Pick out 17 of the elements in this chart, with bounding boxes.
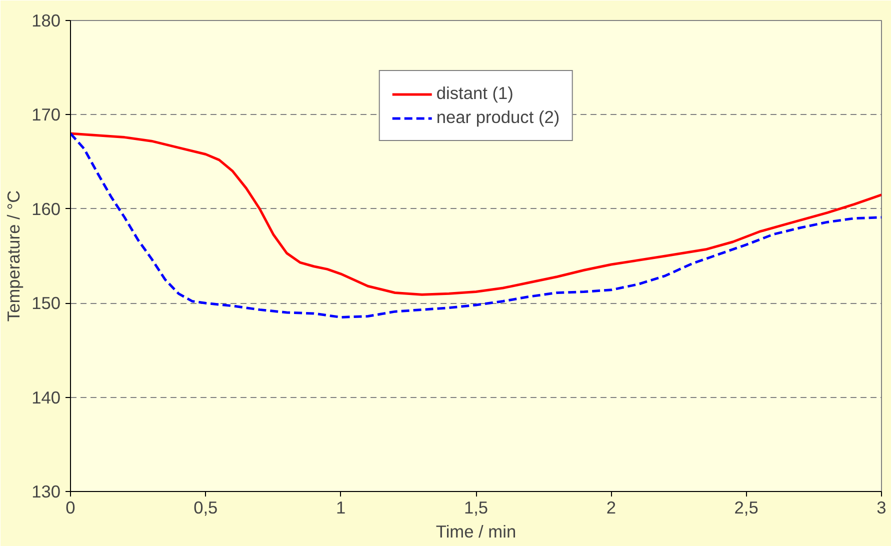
y-tick-label: 140 [32,387,61,408]
x-tick-label: 1 [336,498,346,518]
y-tick-label: 160 [32,198,61,219]
x-tick-label: 0 [66,498,76,518]
y-axis-title: Temperature / °C [4,190,24,322]
x-tick-label: 2 [606,498,616,518]
x-axis-title: Time / min [436,522,516,542]
x-tick-label: 1,5 [464,498,488,518]
y-tick-label: 170 [32,104,61,125]
legend-label: near product (2) [436,107,560,128]
y-tick-label: 130 [32,482,61,502]
y-tick-label: 150 [32,293,61,314]
x-tick-label: 3 [876,498,886,518]
legend-label: distant (1) [436,83,514,104]
x-tick-label: 2,5 [734,498,758,518]
y-tick-label: 180 [32,10,61,30]
x-tick-label: 0,5 [194,498,218,518]
